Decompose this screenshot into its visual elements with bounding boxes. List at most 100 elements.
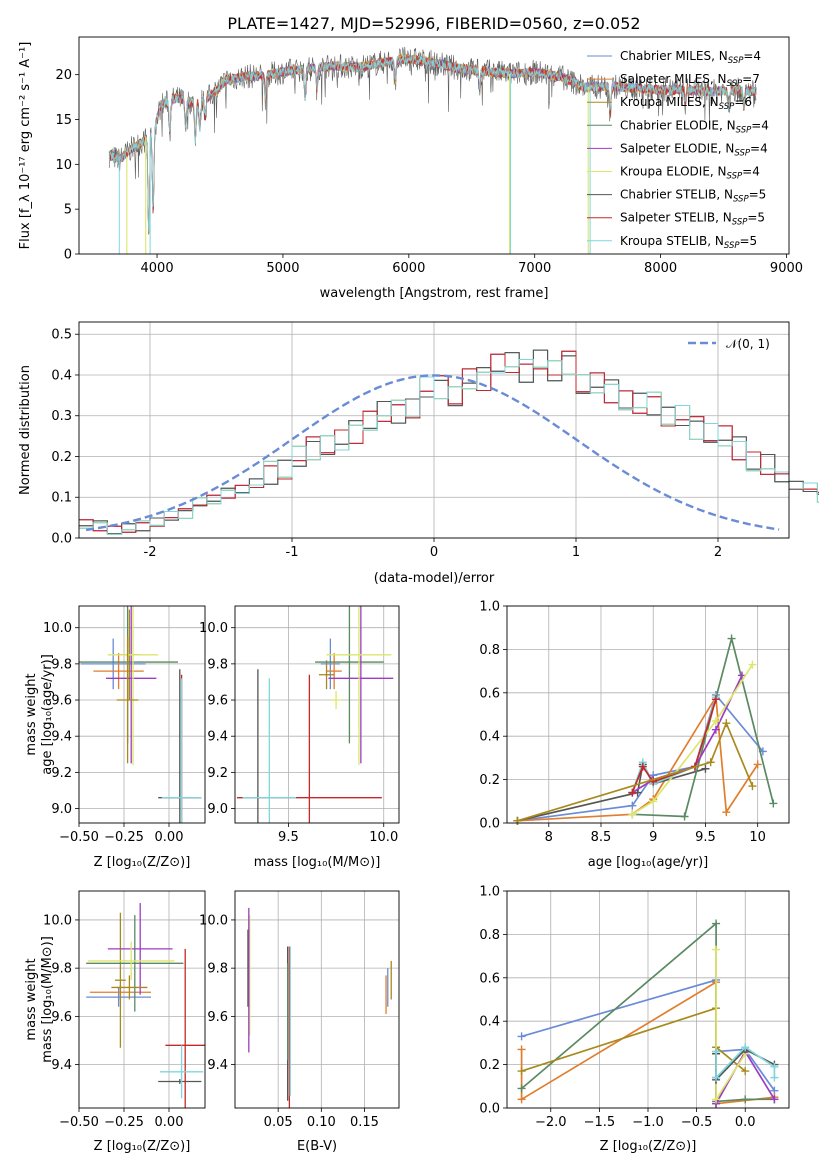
data-point-marker bbox=[712, 919, 721, 928]
y-axis-label: mass weight bbox=[24, 958, 39, 1040]
legend-label: Salpeter MILES, NSSP=7 bbox=[620, 72, 760, 89]
x-axis-label: Z [log₁₀(Z/Z⊙)] bbox=[94, 855, 191, 870]
x-tick-label: 0.10 bbox=[307, 1115, 336, 1130]
x-tick-label: 0.00 bbox=[155, 1115, 184, 1130]
y-tick-label: 9.6 bbox=[207, 694, 228, 709]
legend-label: Salpeter ELODIE, NSSP=4 bbox=[620, 141, 768, 158]
x-tick-label: 4000 bbox=[141, 261, 174, 276]
legend-name: Chabrier MILES, N bbox=[620, 49, 728, 63]
y-tick-label: 0.4 bbox=[479, 1015, 500, 1030]
y-tick-label: 0.8 bbox=[479, 928, 500, 943]
y-tick-label: 0 bbox=[64, 248, 72, 263]
axes-frame bbox=[506, 890, 790, 1109]
x-tick-label: 0.15 bbox=[350, 1115, 379, 1130]
x-tick-label: 9 bbox=[649, 830, 657, 845]
x-tick-label: 8 bbox=[545, 830, 553, 845]
legend-label: Kroupa MILES, NSSP=6 bbox=[620, 95, 752, 112]
y-tick-label: 9.0 bbox=[207, 802, 228, 817]
x-tick-label: -2 bbox=[144, 545, 157, 560]
data-point-marker bbox=[741, 1095, 750, 1104]
histogram-step bbox=[79, 359, 819, 535]
legend-sub: SSP bbox=[732, 218, 748, 228]
x-tick-label: −0.50 bbox=[59, 1115, 99, 1130]
legend-label: Kroupa ELODIE, NSSP=4 bbox=[620, 165, 760, 182]
x-tick-label: −1.5 bbox=[584, 1115, 616, 1130]
x-tick-label: 0.05 bbox=[264, 1115, 293, 1130]
legend-n: =5 bbox=[749, 188, 767, 202]
x-tick-label: −0.25 bbox=[104, 1115, 144, 1130]
legend-n: =4 bbox=[750, 141, 768, 155]
legend-n: =4 bbox=[751, 118, 769, 132]
axes-frame bbox=[506, 605, 790, 824]
figure-title: PLATE=1427, MJD=52996, FIBERID=0560, z=0… bbox=[227, 14, 640, 33]
data-point-marker bbox=[517, 1095, 526, 1104]
mass-weight-series-line bbox=[715, 949, 746, 1103]
legend-label: Salpeter STELIB, NSSP=5 bbox=[620, 211, 765, 228]
data-point-marker bbox=[628, 801, 637, 810]
x-tick-label: −0.5 bbox=[681, 1115, 713, 1130]
legend-sub: SSP bbox=[724, 241, 740, 251]
mass-vs-ebv-panel: 0.05 0.10 0.15 9.4 9.6 9.8 10.0 E(B-V) bbox=[199, 890, 400, 1154]
x-tick-label: −2.0 bbox=[535, 1115, 567, 1130]
data-point-marker bbox=[513, 816, 522, 825]
data-point-marker bbox=[711, 717, 720, 726]
histogram-step bbox=[79, 350, 819, 533]
axes-frame bbox=[78, 605, 206, 824]
mass-vs-metallicity-panel: −0.50 −0.25 0.00 9.4 9.6 9.8 10.0 Z [log₁₀(Z/Z⊙… bbox=[40, 890, 206, 1154]
axes-frame bbox=[78, 321, 790, 539]
y-tick-label: 0.5 bbox=[51, 328, 72, 343]
axes-frame bbox=[234, 890, 400, 1109]
legend-sub: SSP bbox=[736, 125, 752, 135]
y-tick-label: 0.3 bbox=[51, 409, 72, 424]
y-tick-label: 0.4 bbox=[51, 368, 72, 383]
y-tick-label: 15 bbox=[55, 113, 72, 128]
mass-weight-series-line bbox=[517, 694, 759, 822]
y-tick-label: 9.8 bbox=[51, 962, 72, 977]
legend-n: =5 bbox=[747, 211, 765, 225]
data-point-marker bbox=[712, 1095, 721, 1104]
x-tick-label: 0.0 bbox=[735, 1115, 756, 1130]
y-tick-label: 20 bbox=[55, 68, 72, 83]
y-tick-label: 0.0 bbox=[479, 817, 500, 832]
data-point-marker bbox=[701, 764, 710, 773]
y-tick-label: 1.0 bbox=[479, 600, 500, 615]
y-tick-label: 5 bbox=[64, 203, 72, 218]
y-tick-label: 9.2 bbox=[51, 766, 72, 781]
y-tick-label: 0.2 bbox=[479, 773, 500, 788]
data-point-marker bbox=[517, 1084, 526, 1093]
mass-weight-vs-age-panel: 8 8.5 9 9.5 10 0.0 0.2 0.4 0.6 0.8 1.0 age [log₁₀(a… bbox=[24, 600, 790, 870]
x-tick-label: 0 bbox=[430, 545, 438, 560]
y-tick-label: 9.4 bbox=[207, 1058, 228, 1073]
y-tick-label: 9.4 bbox=[207, 730, 228, 745]
x-tick-label: 9.5 bbox=[278, 830, 299, 845]
mass-weight-vs-metallicity-panel: −2.0 −1.5 −1.0 −0.5 0.0 0.0 0.2 0.4 0.6 0.8 1.0 Z [… bbox=[24, 885, 790, 1154]
age-vs-mass-panel: 9.5 10.0 9.0 9.2 9.4 9.6 9.8 10.0 mass [log₁₀(M/… bbox=[199, 605, 400, 870]
axes-frame bbox=[78, 890, 206, 1109]
data-point-marker bbox=[711, 725, 720, 734]
mass-weight-series-line bbox=[632, 635, 775, 818]
x-tick-label: −0.50 bbox=[59, 830, 99, 845]
legend-n: =4 bbox=[742, 165, 760, 179]
data-point-marker bbox=[517, 1067, 526, 1076]
y-tick-label: 0.2 bbox=[479, 1058, 500, 1073]
data-point-marker bbox=[712, 1047, 721, 1056]
data-point-marker bbox=[722, 808, 731, 817]
data-point-marker bbox=[680, 812, 689, 821]
y-tick-label: 9.0 bbox=[51, 802, 72, 817]
y-tick-label: 10 bbox=[55, 158, 72, 173]
legend-label: 𝒩(0, 1) bbox=[726, 337, 770, 351]
y-tick-label: 0.1 bbox=[51, 491, 72, 506]
y-tick-label: 9.6 bbox=[51, 694, 72, 709]
y-axis-label: Flux [f_λ 10⁻¹⁷ erg cm⁻² s⁻¹ A⁻¹] bbox=[18, 42, 33, 250]
data-point-marker bbox=[748, 782, 757, 791]
x-tick-label: 10.0 bbox=[369, 830, 398, 845]
y-tick-label: 9.6 bbox=[207, 1010, 228, 1025]
histogram-step bbox=[79, 359, 819, 535]
legend-sub: SSP bbox=[727, 172, 743, 182]
data-point-marker bbox=[770, 1095, 779, 1104]
legend-name: Salpeter ELODIE, N bbox=[620, 141, 734, 155]
x-tick-label: 5000 bbox=[266, 261, 299, 276]
y-axis-label: Normed distribution bbox=[18, 365, 33, 495]
legend-name: Kroupa STELIB, N bbox=[620, 234, 724, 248]
